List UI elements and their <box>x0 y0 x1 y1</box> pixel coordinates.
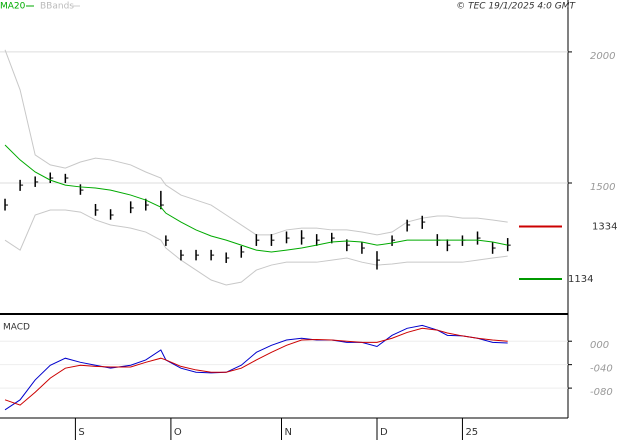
legend-ma20: MA20 <box>0 2 26 12</box>
legend-bbands: BBands <box>40 2 74 12</box>
x-tick-label: O <box>174 427 182 438</box>
y-tick-label: -080 <box>590 387 613 398</box>
macd-line <box>4 327 508 406</box>
macd-title: MACD <box>3 323 30 333</box>
ma20-line <box>4 144 508 253</box>
x-tick-label: N <box>284 427 291 438</box>
y-tick-label: -040 <box>590 364 613 375</box>
x-tick-label: D <box>380 427 388 438</box>
y-tick-label: 1500 <box>590 182 615 193</box>
y-tick-label: 2000 <box>590 51 615 62</box>
bband-lower <box>4 209 508 286</box>
level-label: 1134 <box>568 274 593 285</box>
x-tick-label: S <box>78 427 84 438</box>
source: © TEC 19/1/2025 4:0 GMT <box>456 2 576 12</box>
y-tick-label: 000 <box>590 340 609 351</box>
x-tick-label: 25 <box>465 427 478 438</box>
macd-line <box>4 324 508 411</box>
level-label: 1334 <box>592 222 617 233</box>
